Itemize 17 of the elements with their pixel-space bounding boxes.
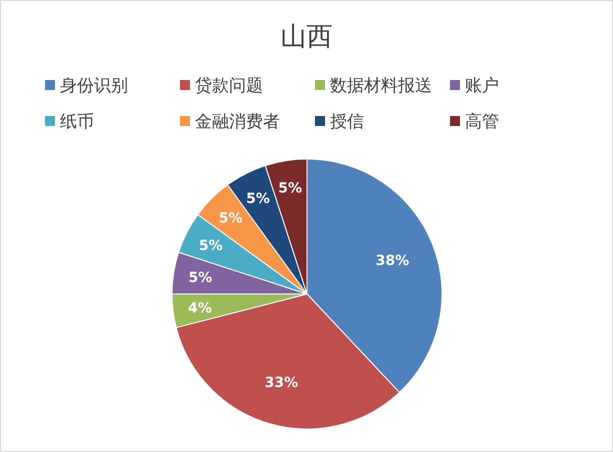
legend-label: 纸币 [60,112,94,132]
legend-label: 账户 [465,76,499,96]
data-label: 33% [264,375,298,392]
data-label: 38% [376,253,410,270]
legend-label: 授信 [330,112,364,132]
data-label: 5% [188,270,212,286]
legend-label: 贷款问题 [195,76,263,96]
legend-label: 金融消费者 [195,112,280,132]
legend-label: 高管 [465,112,499,132]
chart-title: 山西 [280,22,332,52]
legend-label: 身份识别 [60,76,128,96]
data-label: 5% [246,190,270,207]
data-label: 5% [198,238,223,254]
data-label: 5% [278,180,302,196]
data-label: 5% [218,210,243,227]
data-label: 4% [188,300,212,317]
legend-label: 数据材料报送 [330,76,432,96]
